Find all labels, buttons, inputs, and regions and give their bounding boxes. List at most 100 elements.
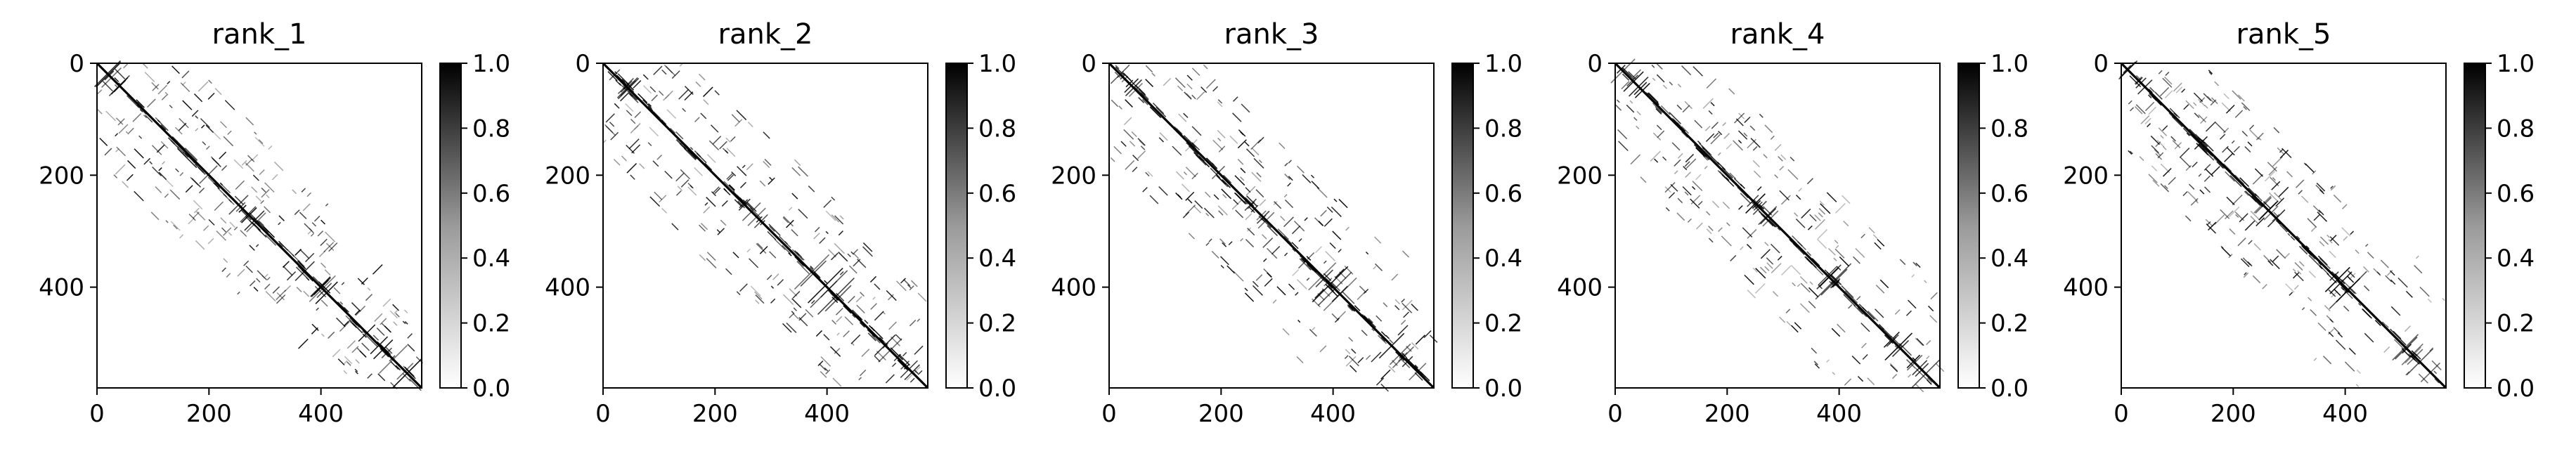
contact-mark <box>2180 157 2191 168</box>
contact-mark <box>2232 90 2241 100</box>
contact-mark <box>810 266 814 270</box>
contact-mark <box>1702 147 1705 150</box>
contact-mark <box>1251 147 1260 156</box>
contact-mark <box>367 373 373 379</box>
contact-mark <box>782 216 789 223</box>
contact-mark <box>2412 346 2422 357</box>
contact-mark <box>1203 207 1215 219</box>
contact-mark <box>700 223 708 230</box>
contact-mark <box>276 290 287 301</box>
contact-mark <box>1730 254 1737 261</box>
contact-mark <box>264 273 268 278</box>
contact-mark <box>825 210 836 221</box>
contact-mark <box>1826 271 1839 284</box>
contact-mark <box>2216 161 2224 169</box>
contact-mark <box>1839 256 1850 267</box>
contact-mark <box>857 259 867 268</box>
contact-mark <box>2383 346 2390 353</box>
contact-mark <box>1798 188 1803 192</box>
contact-mark <box>890 347 904 361</box>
y-tick-label: 400 <box>1051 274 1096 302</box>
contact-mark <box>207 92 215 100</box>
contact-mark <box>671 70 680 79</box>
contact-mark <box>2185 100 2194 110</box>
contact-mark <box>1332 230 1342 240</box>
contact-mark <box>620 80 636 96</box>
contact-mark <box>1276 286 1286 296</box>
contact-mark <box>195 128 199 131</box>
contact-mark <box>610 131 619 141</box>
contact-mark <box>1329 242 1336 249</box>
contact-mark <box>152 84 160 91</box>
contact-mark <box>1746 244 1752 249</box>
contact-mark <box>739 283 748 292</box>
x-tick-label: 200 <box>692 400 738 428</box>
contact-mark <box>2192 162 2198 168</box>
contact-mark <box>1263 258 1267 262</box>
contact-mark <box>1217 99 1223 104</box>
contact-mark <box>1868 227 1875 234</box>
contact-mark <box>108 74 130 96</box>
contact-mark <box>2213 157 2225 169</box>
contact-mark <box>1848 304 1853 309</box>
x-tick-label: 400 <box>804 400 850 428</box>
contact-mark <box>1681 131 1688 138</box>
contact-mark <box>2298 261 2305 267</box>
contact-mark <box>2341 227 2351 237</box>
contact-mark <box>835 307 843 316</box>
contact-mark <box>1660 105 1671 115</box>
contact-mark <box>1415 335 1425 345</box>
contact-mark <box>2197 98 2206 107</box>
contact-mark <box>2254 193 2260 198</box>
contact-mark <box>2198 173 2202 177</box>
contact-mark <box>2351 289 2357 294</box>
contact-mark <box>1304 217 1308 221</box>
contact-mark <box>1858 304 1867 312</box>
contact-mark <box>1237 139 1247 149</box>
contact-mark <box>115 117 124 125</box>
contact-mark <box>316 307 319 311</box>
contact-mark <box>1392 346 1414 368</box>
contact-mark <box>1182 212 1190 219</box>
contact-mark <box>126 95 140 108</box>
contact-mark <box>824 285 852 312</box>
contact-mark <box>324 269 331 276</box>
contact-mark <box>2434 378 2440 384</box>
contact-mark <box>1251 171 1262 182</box>
contact-mark <box>1744 116 1751 124</box>
contact-mark <box>913 366 921 374</box>
contact-mark <box>1334 317 1340 323</box>
contact-mark <box>1656 63 1663 70</box>
contact-mark <box>1244 141 1250 147</box>
contact-mark <box>670 127 676 134</box>
contact-mark <box>766 274 772 280</box>
contact-mark <box>2221 247 2231 257</box>
contact-mark <box>219 151 227 160</box>
contact-mark <box>764 159 772 166</box>
contact-mark <box>726 173 733 180</box>
contact-mark <box>777 279 784 286</box>
contact-mark <box>381 323 391 333</box>
contact-mark <box>737 166 747 176</box>
contact-mark <box>1312 298 1321 308</box>
contact-mark <box>1218 145 1226 152</box>
contact-mark <box>609 122 615 127</box>
contact-mark <box>1361 330 1368 337</box>
contact-mark <box>1797 241 1806 251</box>
contact-mark <box>786 322 797 333</box>
contact-mark <box>1125 79 1134 88</box>
contact-mark <box>750 285 761 297</box>
contact-mark <box>228 232 233 236</box>
contact-mark <box>149 161 153 165</box>
contact-mark <box>817 361 824 367</box>
contact-mark <box>2347 270 2355 278</box>
contact-mark <box>684 91 694 101</box>
contact-mark <box>772 273 779 280</box>
contact-mark <box>1630 154 1641 165</box>
contact-mark <box>2418 373 2428 384</box>
contact-mark <box>337 358 345 366</box>
contact-mark <box>2273 192 2282 201</box>
contact-mark <box>1671 142 1681 151</box>
contact-mark <box>675 190 682 196</box>
contact-mark <box>2244 190 2249 196</box>
